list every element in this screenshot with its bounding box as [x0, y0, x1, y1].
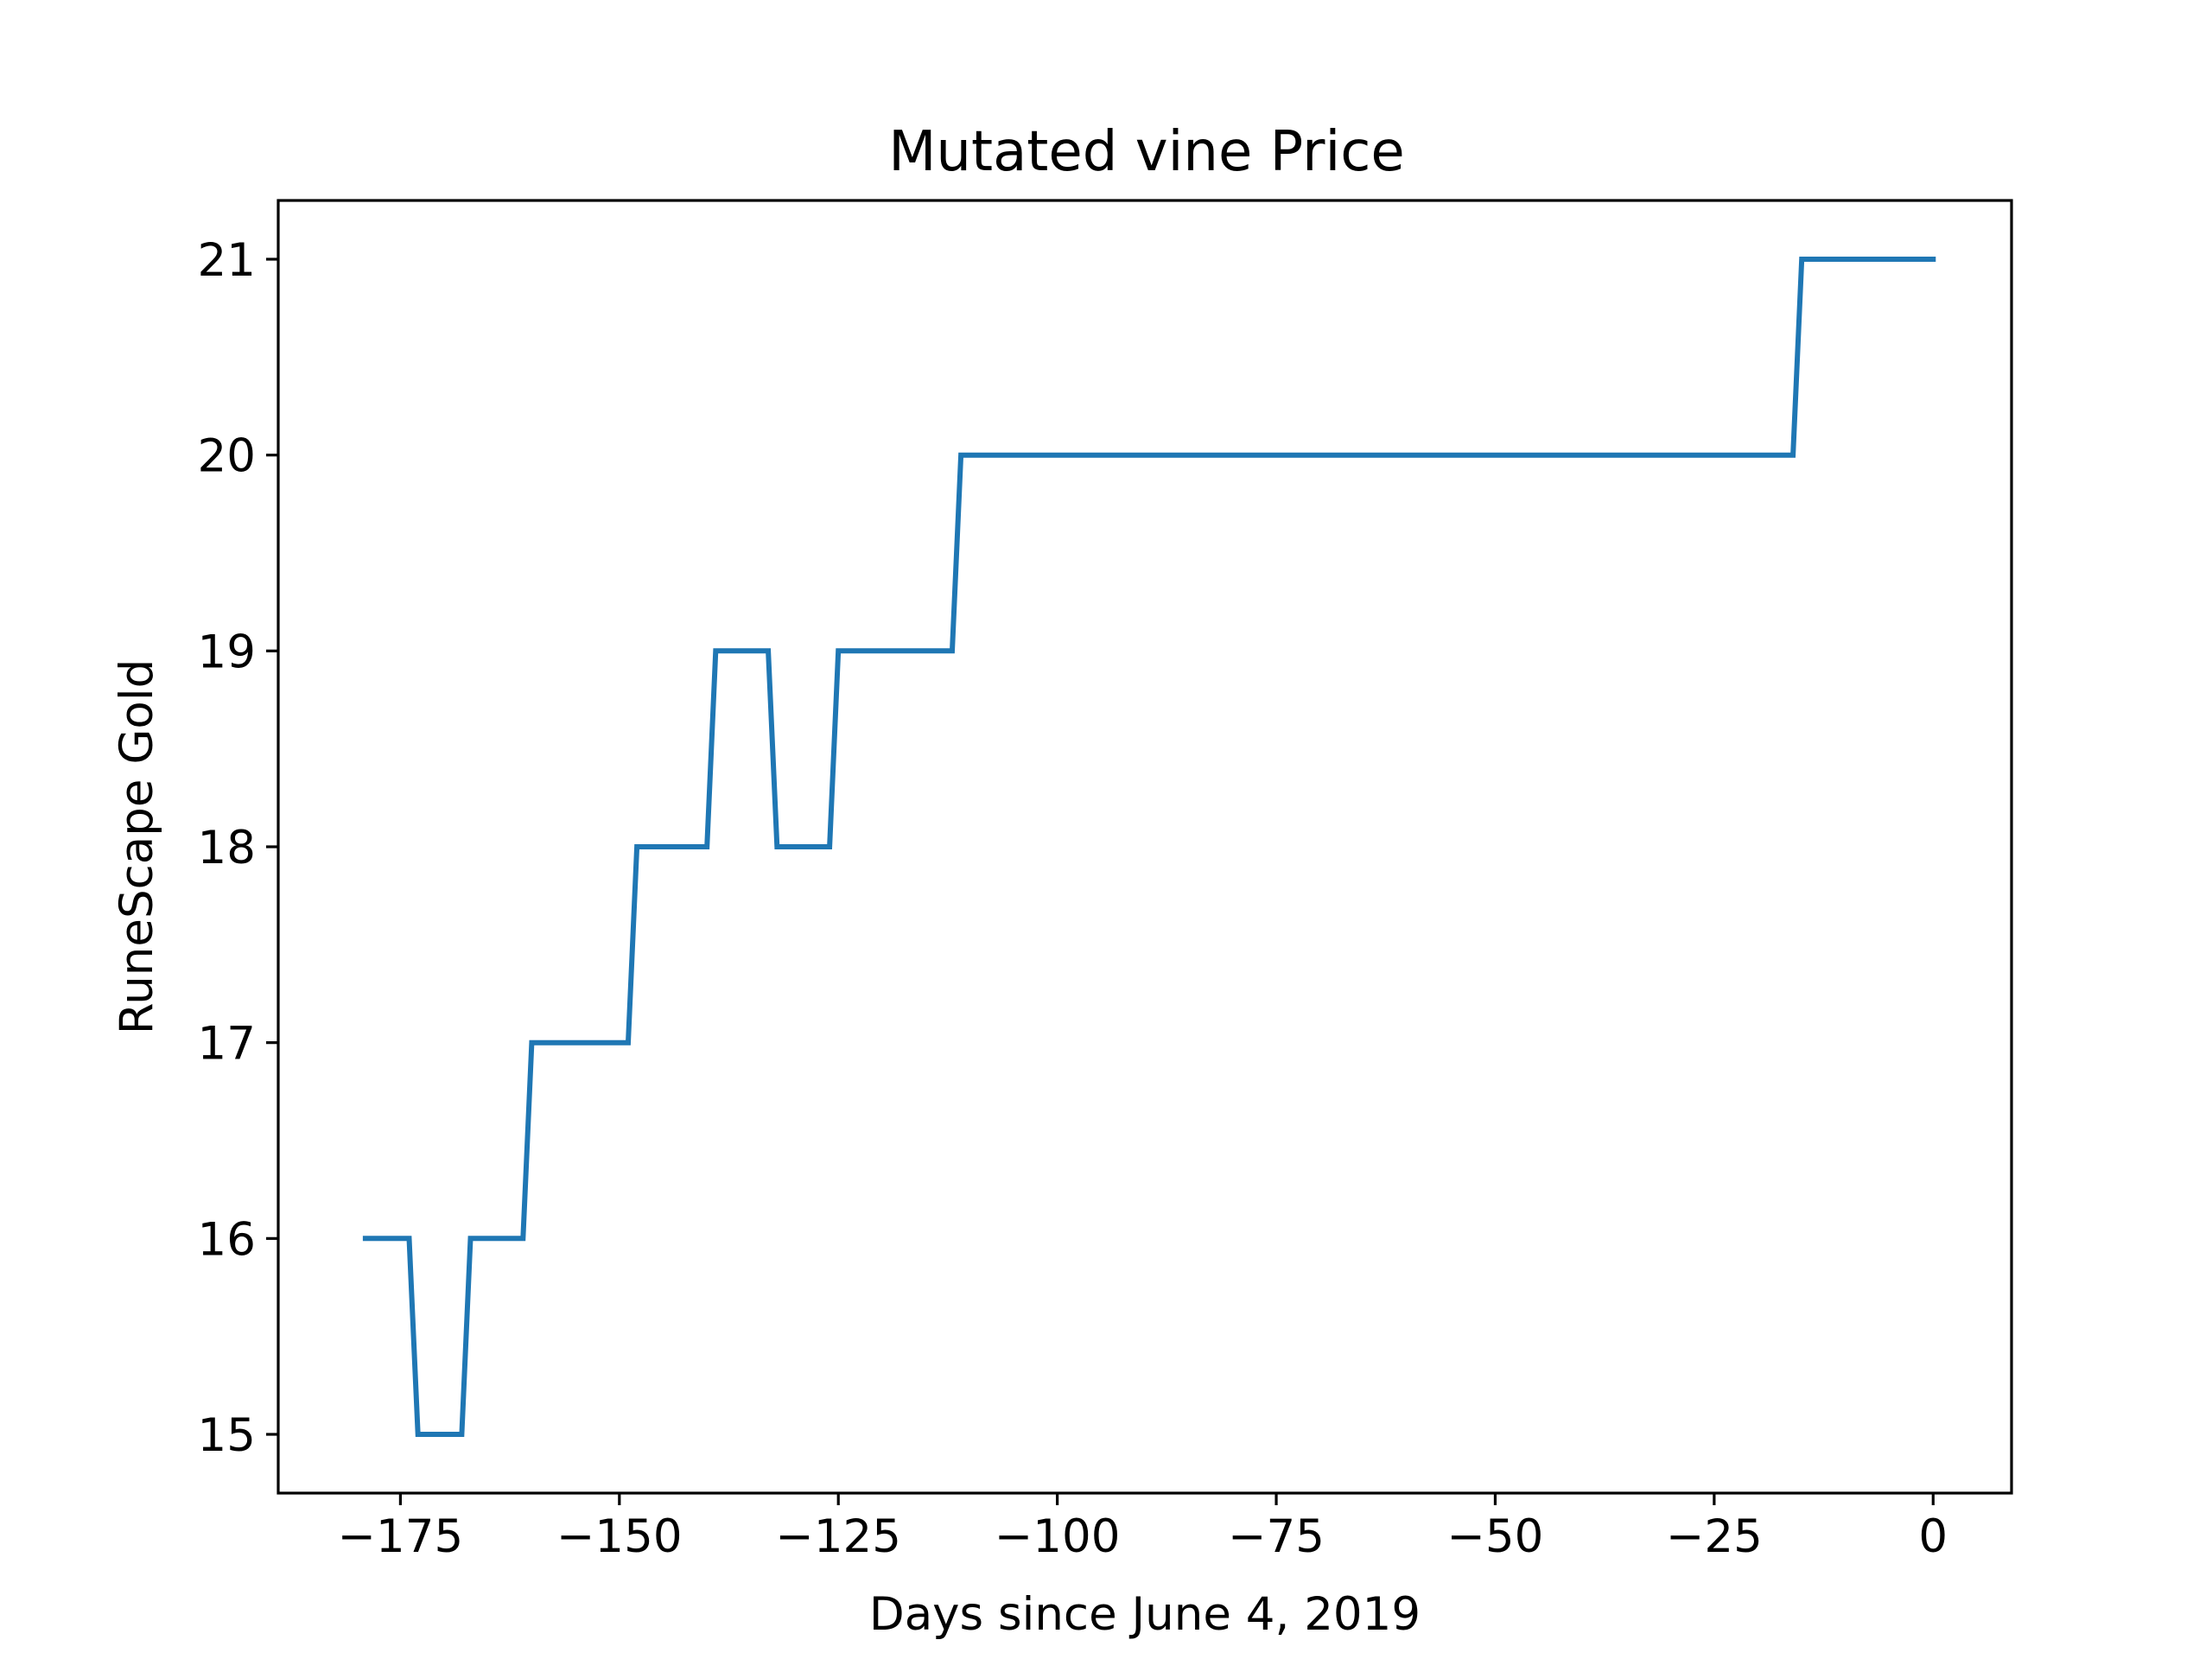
y-tick-label: 21	[198, 234, 256, 287]
x-axis: −175 −150 −125 −100 −75 −50 −25 0	[338, 1493, 1948, 1563]
x-tick-label: −150	[556, 1510, 683, 1563]
y-tick-label: 19	[198, 626, 256, 678]
x-tick-label: −75	[1228, 1510, 1325, 1563]
x-tick-label: −25	[1666, 1510, 1763, 1563]
y-tick-label: 16	[198, 1213, 256, 1266]
plot-frame	[276, 199, 2013, 1495]
y-tick-label: 18	[198, 822, 256, 874]
y-axis: 15 16 17 18 19 20 21	[198, 234, 278, 1462]
x-tick-label: −100	[995, 1510, 1121, 1563]
x-axis-label: Days since June 4, 2019	[869, 1588, 1421, 1641]
chart-title: Mutated vine Price	[888, 120, 1405, 184]
x-tick-label: −50	[1447, 1510, 1544, 1563]
y-tick-label: 17	[198, 1018, 256, 1071]
x-tick-label: −175	[338, 1510, 464, 1563]
y-axis-label: RuneScape Gold	[111, 659, 163, 1034]
price-series-line	[362, 257, 1936, 1437]
y-tick-label: 15	[198, 1409, 256, 1462]
series-layer	[362, 257, 1936, 1437]
y-tick-label: 20	[198, 430, 256, 483]
x-tick-label: 0	[1918, 1510, 1948, 1563]
x-tick-label: −125	[775, 1510, 901, 1563]
